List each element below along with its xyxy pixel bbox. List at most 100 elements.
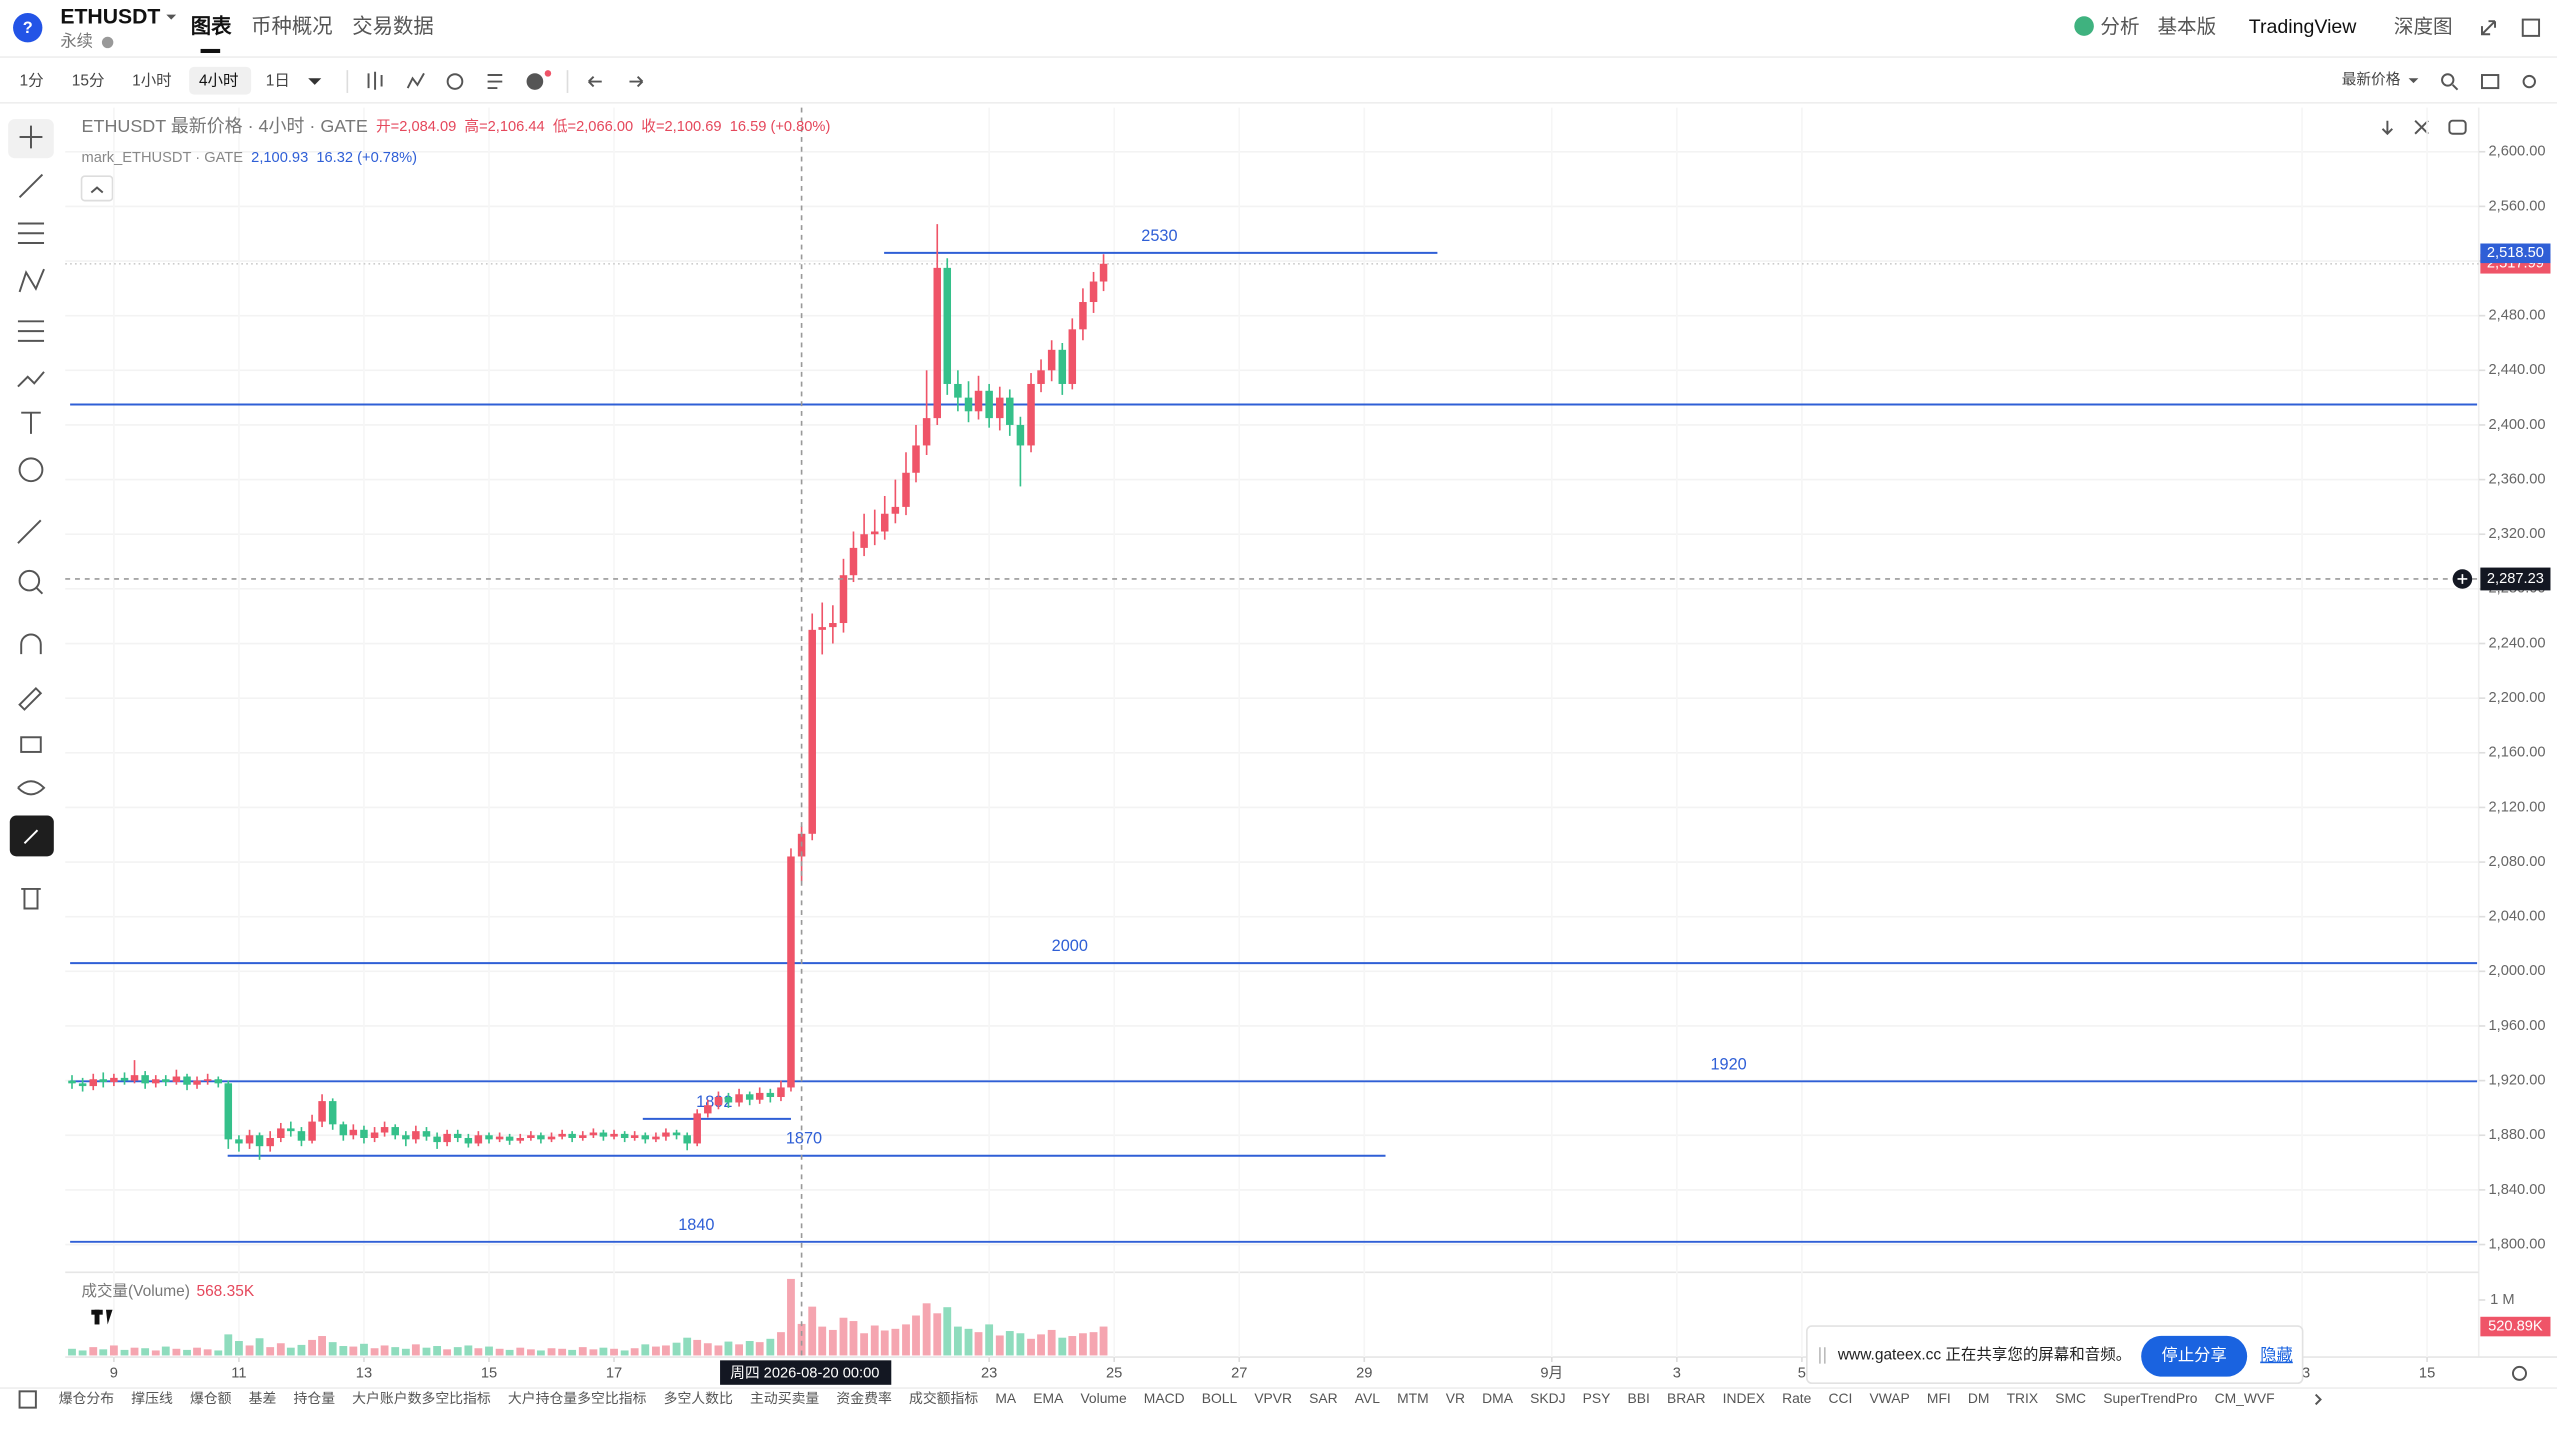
indicator[interactable]: MACD [1144,1390,1185,1406]
collapse-icon[interactable] [90,186,104,194]
candle-body [912,445,920,473]
volume-bar [797,1323,806,1356]
candle-body [422,1131,431,1137]
hide-link[interactable]: 隐藏 [2260,1347,2293,1365]
price-source[interactable]: 最新价格 [2342,71,2401,88]
indicator[interactable]: 资金费率 [836,1390,892,1406]
indicator[interactable]: EMA [1033,1390,1064,1406]
volume-bar [610,1348,618,1356]
header-link[interactable]: TradingView [2249,16,2358,38]
candle-body [89,1079,98,1087]
indicator[interactable]: SMC [2055,1390,2086,1406]
candle-body [672,1132,681,1136]
info-icon[interactable] [101,36,114,49]
x-tick-label: 11 [231,1365,246,1381]
candle-body [547,1136,556,1140]
interval[interactable]: 15分 [72,72,105,90]
indicator[interactable]: CM_WVF [2215,1390,2275,1406]
axis-settings-icon[interactable] [2511,1365,2527,1381]
indicator[interactable]: DM [1968,1390,1990,1406]
toolbar-icons[interactable] [367,71,2536,91]
volume-bar [380,1345,389,1356]
stop-share-label[interactable]: 停止分享 [2162,1347,2227,1365]
indicator[interactable]: 成交额指标 [909,1390,978,1406]
volume-bar [630,1348,639,1356]
fullscreen-icon[interactable] [2521,18,2541,37]
header-link[interactable]: 深度图 [2394,16,2453,38]
drawing-tools[interactable] [17,125,46,910]
analysis-icon[interactable] [2074,16,2094,36]
interval[interactable]: 1分 [20,72,44,90]
volume-bar [360,1343,368,1356]
indicator[interactable]: TRIX [2007,1390,2039,1406]
tab[interactable]: 币种概况 [251,15,333,38]
indicator[interactable]: PSY [1583,1390,1611,1406]
candle-body [662,1132,670,1137]
mark-info: 2,100.93 [251,150,308,166]
indicator[interactable]: MFI [1927,1390,1951,1406]
indicator[interactable]: 爆仓额 [190,1390,232,1406]
volume-bar [235,1341,243,1356]
indicator[interactable]: DMA [1482,1390,1514,1406]
candle-body [443,1133,451,1143]
stop-share-button[interactable] [2141,1335,2248,1377]
indicator[interactable]: Volume [1080,1390,1127,1406]
x-tick-label: 9 [110,1365,118,1381]
volume-bar [891,1328,900,1356]
volume-bar [433,1346,442,1356]
bottom-layout-icon[interactable] [18,1390,37,1409]
indicator[interactable]: SKDJ [1530,1390,1565,1406]
interval[interactable]: 4小时 [199,72,239,90]
indicator[interactable]: MTM [1397,1390,1429,1406]
indicator[interactable]: BBI [1628,1390,1650,1406]
volume-bar [839,1317,848,1356]
indicator[interactable]: INDEX [1723,1390,1765,1406]
indicator-scroll[interactable] [2314,1393,2322,1406]
indicator[interactable]: SAR [1309,1390,1337,1406]
candle-body [568,1133,576,1138]
candle-body [641,1135,650,1140]
header-link[interactable]: 基本版 [2157,16,2216,38]
add-alert-icon[interactable] [2457,574,2468,584]
symbol-caret[interactable] [166,14,177,20]
indicator[interactable]: 主动买卖量 [750,1390,819,1406]
indicator[interactable]: 撑压线 [131,1390,173,1406]
indicator[interactable]: VPVR [1254,1390,1292,1406]
y-tick-label: 2,200.00 [2489,690,2546,706]
indicator[interactable]: VWAP [1869,1390,1909,1406]
indicator[interactable]: 大户持仓量多空比指标 [508,1390,647,1406]
indicator[interactable]: AVL [1355,1390,1380,1406]
tab[interactable]: 交易数据 [352,15,434,38]
candle-body [505,1136,514,1141]
indicator[interactable]: 爆仓分布 [59,1390,115,1406]
indicator[interactable]: VR [1446,1390,1465,1406]
candle-body [922,418,931,446]
candle-body [985,390,993,419]
interval-caret[interactable] [308,78,322,85]
x-tick-label: 13 [356,1365,372,1381]
volume-bar [120,1349,129,1356]
interval[interactable]: 1小时 [132,72,172,90]
indicator[interactable]: 大户账户数多空比指标 [352,1390,491,1406]
indicator[interactable]: 基差 [249,1390,277,1406]
candle-body [724,1097,733,1103]
tab[interactable]: 图表 [191,14,232,38]
price-source-caret[interactable] [2408,78,2419,84]
indicator[interactable]: Rate [1782,1390,1812,1406]
drawing-label: 2000 [1052,937,1088,955]
interval[interactable]: 1日 [266,73,290,90]
indicator[interactable]: 持仓量 [293,1390,335,1406]
symbol[interactable]: ETHUSDT [60,6,160,29]
indicator[interactable]: MA [995,1390,1017,1406]
chart-corner-icons[interactable] [2381,119,2467,136]
candle-body [277,1128,285,1138]
indicator[interactable]: 多空人数比 [664,1390,733,1406]
expand-icon[interactable] [2481,20,2497,36]
indicator[interactable]: SuperTrendPro [2103,1390,2198,1406]
indicator[interactable]: BRAR [1667,1390,1706,1406]
header-link[interactable]: 分析 [2100,16,2139,38]
drawing-label: 1920 [1710,1055,1746,1073]
indicator[interactable]: CCI [1828,1390,1852,1406]
candle-body [308,1121,316,1141]
indicator[interactable]: BOLL [1202,1390,1238,1406]
